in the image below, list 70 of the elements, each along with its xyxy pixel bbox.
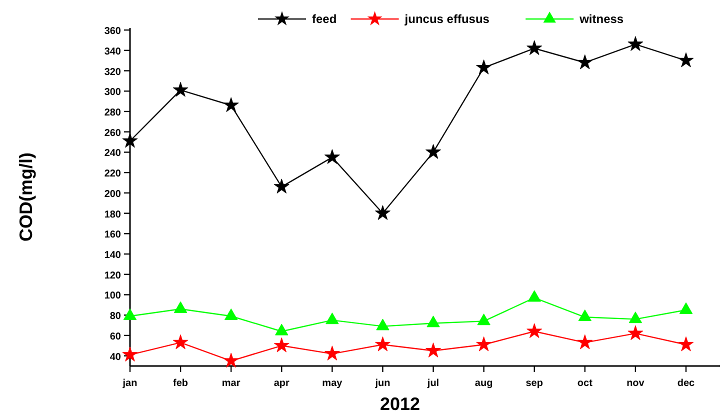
x-tick-label: may [322, 378, 343, 389]
x-tick-label: mar [222, 378, 240, 389]
point [374, 205, 390, 220]
x-tick-label: jul [426, 378, 440, 389]
point [274, 337, 290, 352]
y-tick-label: 320 [104, 66, 122, 78]
point [172, 82, 188, 97]
legend-label: juncus effusus [404, 12, 490, 26]
point [628, 325, 644, 340]
y-tick-label: 60 [110, 331, 122, 342]
point [628, 36, 644, 51]
point [476, 60, 492, 74]
point [123, 308, 137, 320]
point [174, 301, 188, 313]
point [679, 302, 693, 314]
legend-label: feed [312, 12, 337, 26]
point [577, 334, 593, 350]
point [324, 149, 340, 164]
x-tick-label: apr [274, 378, 290, 389]
point [224, 308, 238, 320]
y-axis-title: COD(mg/l) [16, 152, 36, 242]
y-tick-label: 260 [104, 128, 122, 139]
y-tick-label: 80 [110, 311, 122, 322]
point [426, 144, 442, 159]
y-tick-label: 120 [104, 270, 122, 282]
y-tick-label: 360 [104, 26, 122, 38]
y-tick-label: 200 [104, 188, 122, 200]
point [223, 97, 239, 112]
y-tick-label: 140 [104, 250, 122, 262]
point [477, 314, 490, 326]
x-tick-label: jan [122, 378, 138, 389]
x-tick-label: sep [526, 378, 543, 389]
point [326, 312, 339, 324]
point [426, 342, 442, 358]
x-tick-label: feb [173, 378, 188, 389]
point [122, 132, 138, 148]
point [376, 318, 390, 330]
x-axis-title: 2012 [380, 394, 420, 414]
y-tick-label: 100 [104, 290, 122, 302]
point [628, 312, 642, 324]
point [426, 316, 440, 328]
point [678, 52, 694, 68]
point [172, 334, 188, 350]
point [122, 346, 138, 362]
y-tick-label: 180 [104, 209, 122, 220]
y-tick-label: 340 [104, 46, 122, 58]
point [526, 40, 542, 55]
point [526, 323, 542, 338]
point [578, 310, 592, 322]
y-tick-label: 220 [104, 168, 122, 180]
point [374, 336, 390, 352]
y-tick-label: 160 [104, 230, 122, 241]
legend-label: witness [578, 12, 624, 26]
x-tick-label: nov [626, 378, 645, 389]
x-tick-label: dec [677, 378, 696, 389]
point [476, 336, 492, 352]
point [275, 324, 288, 336]
y-tick-label: 240 [104, 148, 122, 160]
y-tick-label: 280 [104, 107, 122, 118]
point [678, 336, 694, 352]
point [577, 54, 593, 70]
point [528, 290, 541, 302]
point [324, 346, 340, 360]
point [223, 352, 239, 368]
point [274, 178, 290, 194]
x-tick-label: aug [474, 378, 493, 389]
x-tick-label: oct [577, 378, 594, 389]
y-tick-label: 300 [104, 87, 122, 98]
y-tick-label: 40 [110, 352, 122, 363]
x-tick-label: jun [374, 378, 390, 389]
